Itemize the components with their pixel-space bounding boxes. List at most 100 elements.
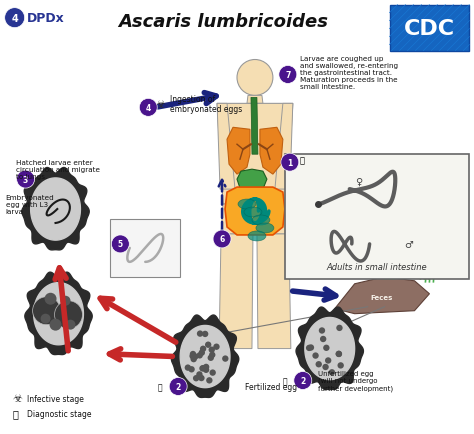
Circle shape [203,364,210,370]
Text: Feces: Feces [370,294,393,300]
Circle shape [200,365,207,372]
Circle shape [209,352,216,358]
Circle shape [294,372,312,390]
Polygon shape [260,128,283,175]
Text: 7: 7 [285,71,291,80]
Polygon shape [180,326,230,388]
Circle shape [111,235,129,253]
Circle shape [196,372,202,378]
Circle shape [319,328,325,334]
Circle shape [222,355,228,362]
Circle shape [185,365,191,371]
Circle shape [199,350,205,356]
Polygon shape [217,104,235,190]
Polygon shape [225,187,285,235]
Circle shape [200,346,206,352]
Text: 🦵: 🦵 [13,408,18,418]
Circle shape [322,364,329,370]
Circle shape [202,331,209,337]
Circle shape [169,378,187,395]
Text: Ingestion of
embryonated eggs: Ingestion of embryonated eggs [170,95,242,114]
Polygon shape [25,273,92,355]
Text: ♀: ♀ [355,177,362,187]
Text: Fertilized egg: Fertilized egg [245,382,297,391]
Polygon shape [237,170,267,194]
Bar [110,220,180,277]
Circle shape [55,301,82,329]
Text: 4: 4 [11,13,18,23]
Circle shape [209,347,215,353]
Circle shape [312,352,319,359]
Circle shape [237,60,273,96]
Polygon shape [22,168,89,250]
Circle shape [197,352,203,359]
Circle shape [213,230,231,248]
Text: ♂: ♂ [404,240,413,249]
Text: Adults in small intestine: Adults in small intestine [327,262,428,271]
Circle shape [17,171,35,189]
Circle shape [320,336,326,342]
Text: 4: 4 [146,104,151,112]
Text: 2: 2 [300,376,305,385]
Circle shape [206,377,212,384]
Circle shape [336,351,342,357]
Ellipse shape [238,200,256,210]
Polygon shape [221,204,289,234]
Circle shape [139,99,157,117]
Circle shape [325,358,331,364]
Text: DPDx: DPDx [27,12,64,25]
Text: Infective stage: Infective stage [27,394,83,403]
Ellipse shape [248,231,266,241]
Polygon shape [34,283,83,345]
Text: ☣: ☣ [155,100,165,110]
Text: Larvae are coughed up
and swallowed, re-entering
the gastrointestinal tract.
Mat: Larvae are coughed up and swallowed, re-… [300,56,398,90]
Text: 🦵: 🦵 [158,382,163,391]
Circle shape [329,369,335,376]
Polygon shape [247,96,263,104]
Text: CDC: CDC [404,19,455,39]
Circle shape [306,345,312,351]
Polygon shape [227,128,250,175]
Circle shape [199,365,206,372]
Circle shape [316,361,322,368]
Polygon shape [217,104,293,204]
Circle shape [323,345,329,351]
Circle shape [205,342,211,348]
Bar [390,6,469,51]
Circle shape [213,344,219,350]
Polygon shape [219,234,253,349]
Circle shape [198,375,205,381]
Circle shape [190,351,196,357]
Text: 🦵: 🦵 [283,376,287,385]
Circle shape [191,356,197,362]
Circle shape [65,320,75,330]
Circle shape [308,345,314,351]
Polygon shape [335,277,429,314]
Text: 2: 2 [175,382,181,391]
Circle shape [279,66,297,84]
Circle shape [188,366,195,373]
Circle shape [337,362,344,369]
Circle shape [210,370,216,376]
Ellipse shape [256,224,274,233]
Circle shape [190,353,196,359]
Circle shape [5,9,25,29]
Circle shape [281,154,299,172]
Text: 6: 6 [219,235,225,244]
Text: 🦵: 🦵 [299,156,304,165]
Text: ☣: ☣ [13,394,23,404]
Circle shape [50,319,62,331]
Text: Unfertilized egg
(will not undergo
further development): Unfertilized egg (will not undergo furth… [318,370,393,391]
Circle shape [61,296,71,306]
Circle shape [192,354,199,360]
Circle shape [41,314,51,324]
Text: Embryonated
egg with L3
larva: Embryonated egg with L3 larva [6,194,55,214]
Ellipse shape [252,216,270,225]
Circle shape [336,325,343,331]
Text: Ascaris lumbricoides: Ascaris lumbricoides [118,13,328,30]
Polygon shape [257,234,291,349]
Polygon shape [296,307,364,390]
Circle shape [45,293,56,305]
Text: Diagnostic stage: Diagnostic stage [27,409,91,418]
Circle shape [197,331,203,337]
